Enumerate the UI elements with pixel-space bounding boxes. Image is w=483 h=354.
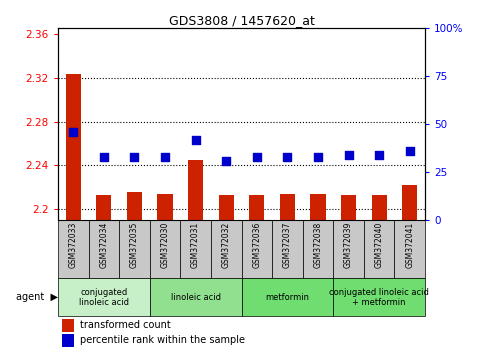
Bar <box>66 74 81 220</box>
Bar <box>242 220 272 278</box>
Bar <box>303 220 333 278</box>
Bar <box>333 220 364 278</box>
Bar <box>333 278 425 316</box>
Bar <box>88 220 119 278</box>
Bar <box>219 195 234 220</box>
Text: GSM372034: GSM372034 <box>99 222 108 268</box>
Text: agent  ▶: agent ▶ <box>16 292 58 302</box>
Bar <box>58 278 150 316</box>
Text: GSM372039: GSM372039 <box>344 222 353 268</box>
Point <box>406 148 413 154</box>
Text: GSM372041: GSM372041 <box>405 222 414 268</box>
Text: GSM372030: GSM372030 <box>160 222 170 268</box>
Bar <box>364 220 395 278</box>
Point <box>192 137 199 142</box>
Text: conjugated
linoleic acid: conjugated linoleic acid <box>79 287 129 307</box>
Point <box>284 154 291 160</box>
Text: GSM372033: GSM372033 <box>69 222 78 268</box>
Bar <box>272 220 303 278</box>
Bar <box>242 278 333 316</box>
Text: GSM372031: GSM372031 <box>191 222 200 268</box>
Point <box>130 154 138 160</box>
Bar <box>150 220 180 278</box>
Bar <box>96 195 112 220</box>
Bar <box>341 195 356 220</box>
Text: GSM372037: GSM372037 <box>283 222 292 268</box>
Text: GSM372035: GSM372035 <box>130 222 139 268</box>
Point <box>222 158 230 164</box>
Text: GSM372032: GSM372032 <box>222 222 231 268</box>
Point <box>100 154 108 160</box>
Point <box>70 129 77 135</box>
Text: conjugated linoleic acid
+ metformin: conjugated linoleic acid + metformin <box>329 287 429 307</box>
Bar <box>395 220 425 278</box>
Text: metformin: metformin <box>265 293 310 302</box>
Text: GSM372040: GSM372040 <box>375 222 384 268</box>
Point <box>314 154 322 160</box>
Bar <box>211 220 242 278</box>
Bar <box>180 220 211 278</box>
Point <box>253 154 261 160</box>
Bar <box>249 195 265 220</box>
Bar <box>62 319 74 331</box>
Text: GSM372036: GSM372036 <box>252 222 261 268</box>
Bar <box>62 334 74 347</box>
Bar <box>119 220 150 278</box>
Bar <box>188 160 203 220</box>
Bar <box>127 192 142 220</box>
Title: GDS3808 / 1457620_at: GDS3808 / 1457620_at <box>169 14 314 27</box>
Bar <box>58 220 88 278</box>
Bar <box>157 194 173 220</box>
Point <box>345 152 353 158</box>
Bar <box>311 194 326 220</box>
Bar <box>150 278 242 316</box>
Text: linoleic acid: linoleic acid <box>170 293 221 302</box>
Point <box>375 152 383 158</box>
Point <box>161 154 169 160</box>
Bar <box>280 194 295 220</box>
Bar <box>371 195 387 220</box>
Text: transformed count: transformed count <box>80 320 170 330</box>
Text: percentile rank within the sample: percentile rank within the sample <box>80 336 245 346</box>
Bar <box>402 185 417 220</box>
Text: GSM372038: GSM372038 <box>313 222 323 268</box>
